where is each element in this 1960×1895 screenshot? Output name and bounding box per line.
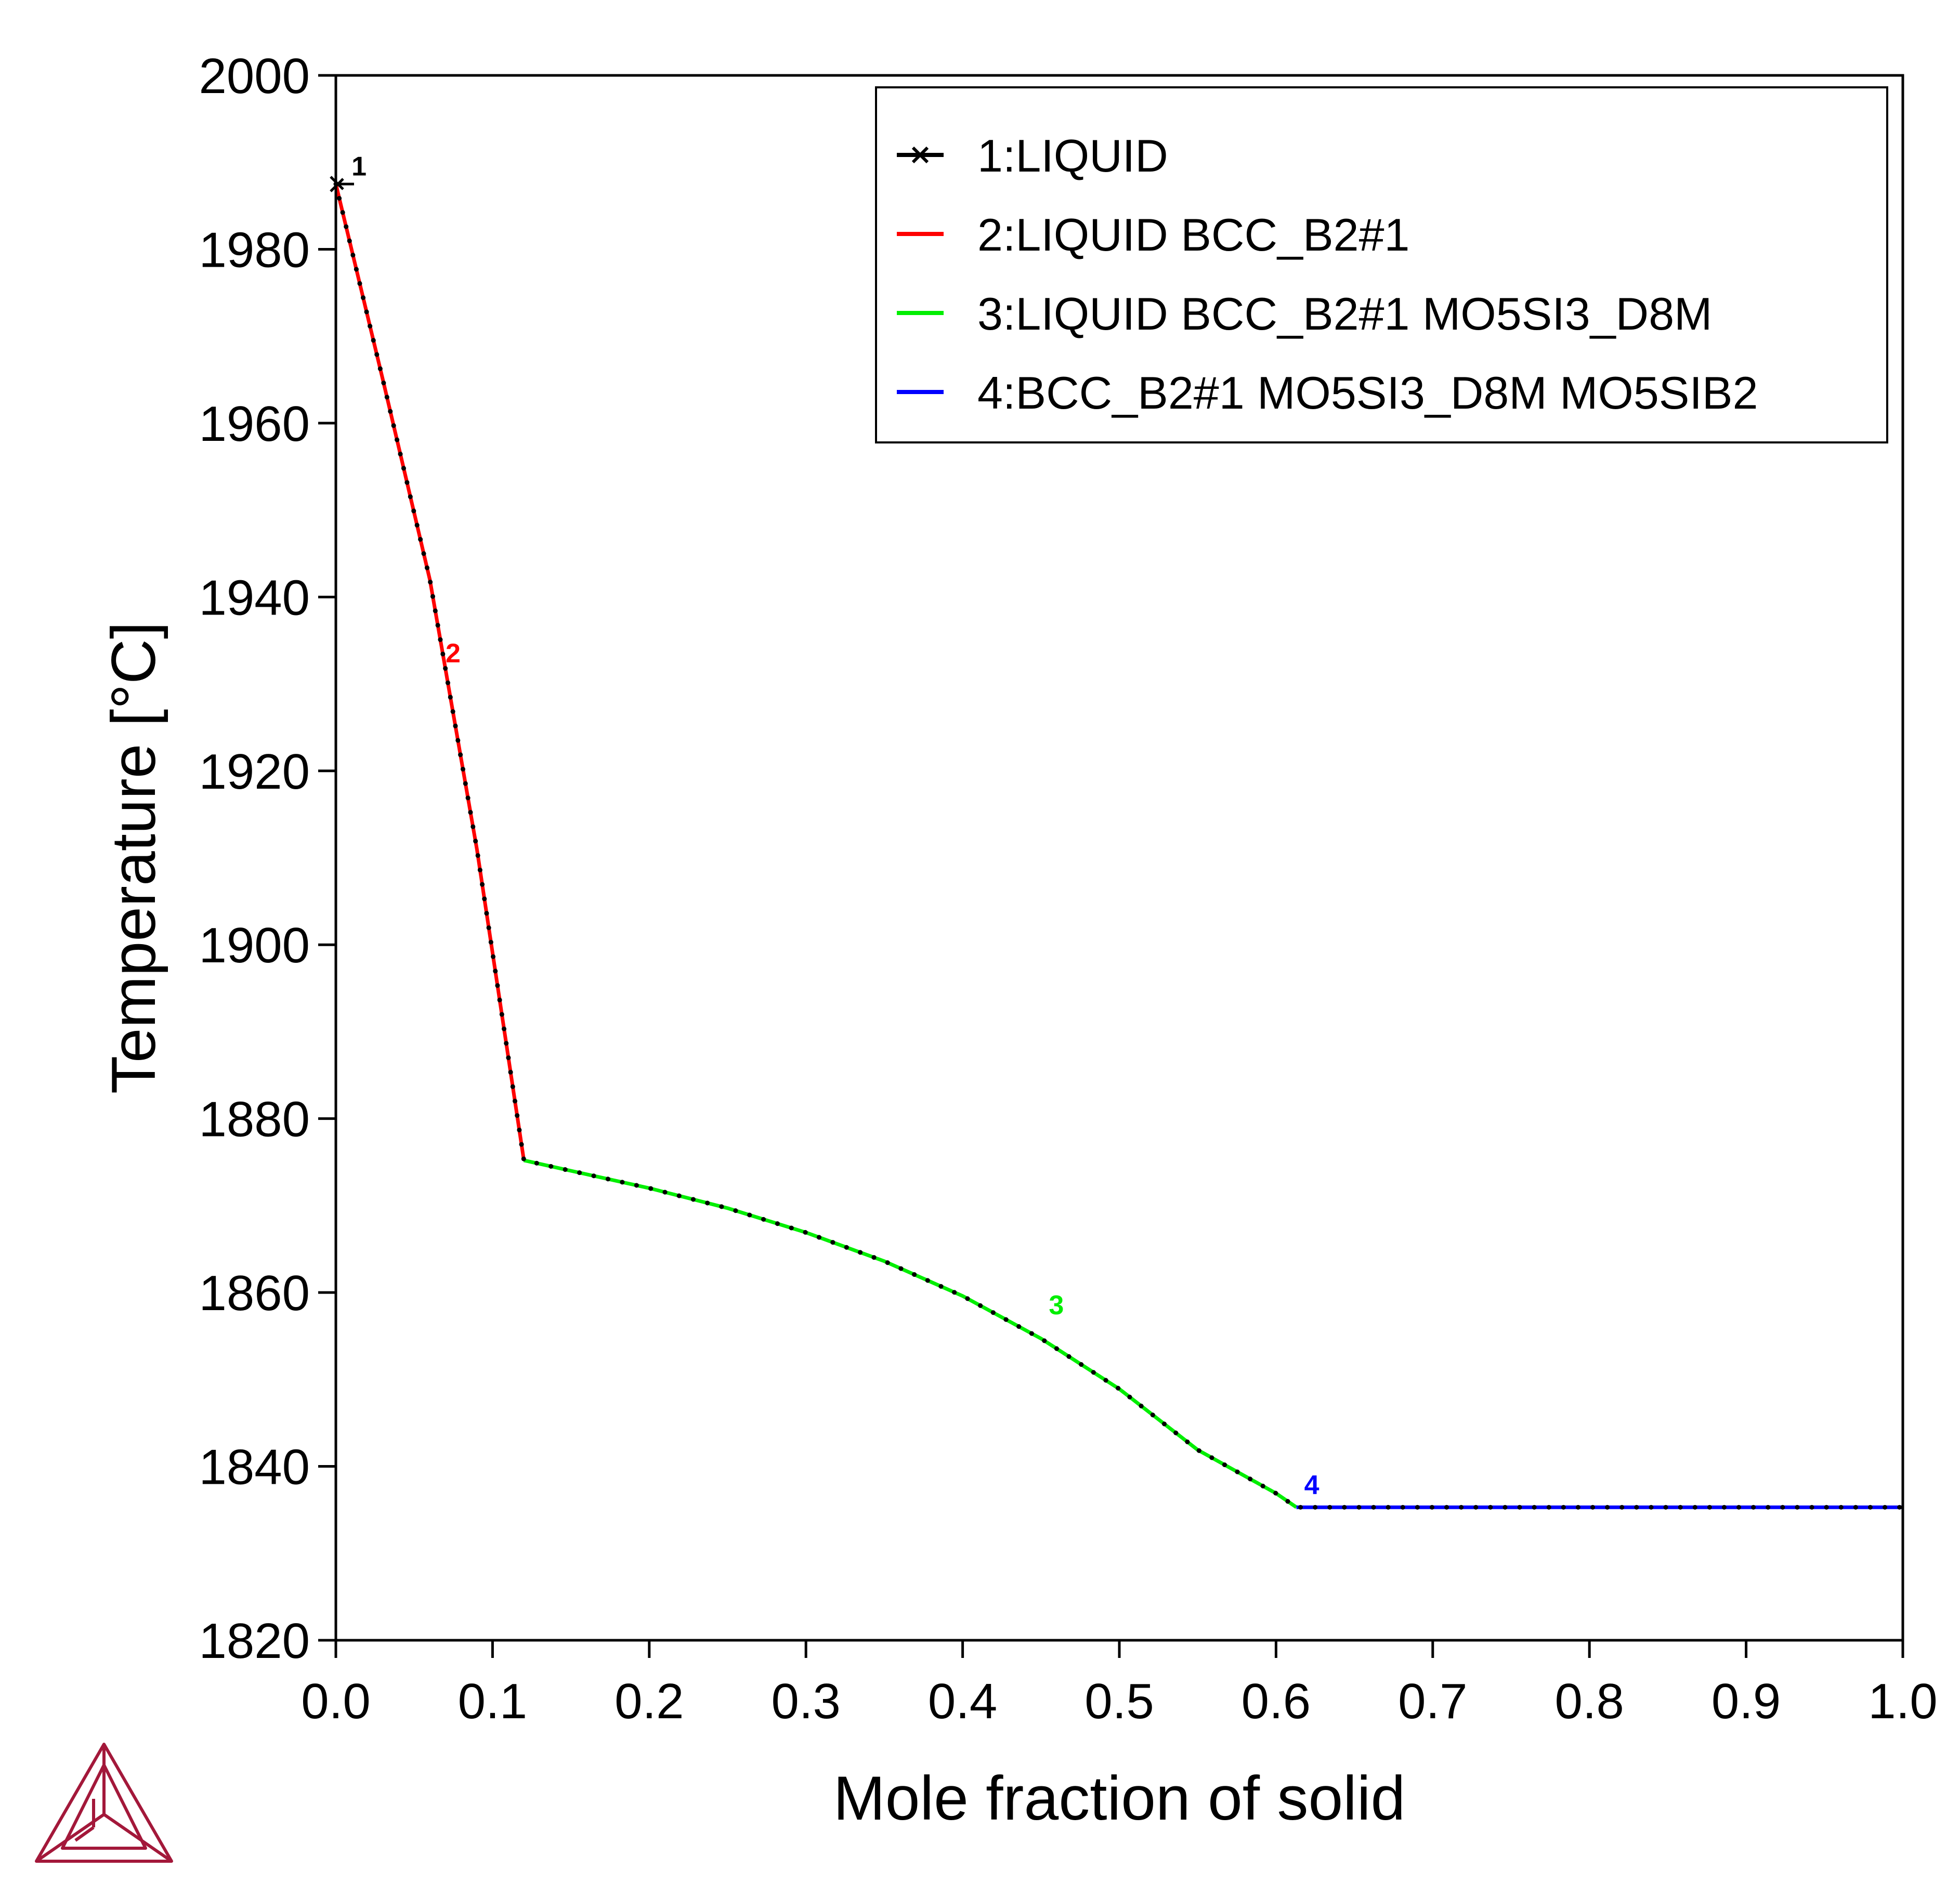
- x-tick-label: 0.1: [458, 1674, 527, 1729]
- x-tick-label: 0.0: [301, 1674, 370, 1729]
- curve-label-1: 1: [351, 151, 367, 181]
- legend-label-2: 2:LIQUID BCC_B2#1: [977, 209, 1410, 260]
- legend-frame: [875, 86, 1888, 443]
- legend-label-1: 1:LIQUID: [977, 130, 1168, 181]
- y-tick-label: 1980: [199, 222, 310, 278]
- y-tick-label: 1860: [199, 1265, 310, 1321]
- legend-label-3: 3:LIQUID BCC_B2#1 MO5SI3_D8M: [977, 288, 1712, 339]
- thermo-calc-logo-icon: [35, 1743, 173, 1863]
- x-tick-label: 0.5: [1084, 1674, 1154, 1729]
- y-tick-label: 1960: [199, 396, 310, 452]
- x-axis-title: Mole fraction of solid: [833, 1763, 1406, 1833]
- dotted-overlay-line: [333, 181, 1905, 1510]
- y-tick-label: 2000: [199, 48, 310, 104]
- y-tick-label: 1940: [199, 570, 310, 625]
- curve-labels: 1 2 3 4: [351, 151, 1319, 1500]
- x-axis-ticks: 0.0 0.1 0.2 0.3 0.4 0.5 0.6 0.7 0.8 0.9 1.0: [301, 1640, 1938, 1729]
- x-tick-label: 0.9: [1711, 1674, 1781, 1729]
- x-tick-label: 0.8: [1554, 1674, 1624, 1729]
- x-tick-label: 0.4: [928, 1674, 997, 1729]
- x-tick-label: 0.6: [1242, 1674, 1311, 1729]
- legend-items: 1:LIQUID 2:LIQUID BCC_B2#1 3:LIQUID BCC_B2…: [897, 130, 1758, 419]
- x-tick-label: 0.3: [771, 1674, 840, 1729]
- curve-label-2: 2: [446, 638, 461, 669]
- series-line-2: [334, 184, 526, 1161]
- curve-label-3: 3: [1049, 1290, 1064, 1321]
- x-tick-label: 0.2: [615, 1674, 684, 1729]
- curve-label-4: 4: [1304, 1470, 1319, 1500]
- y-tick-label: 1920: [199, 744, 310, 800]
- y-tick-label: 1880: [199, 1092, 310, 1147]
- x-tick-label: 1.0: [1868, 1674, 1937, 1729]
- y-axis-ticks: 1820 1840 1860 1880 1900 1920 1940 1960 1980 2000: [199, 48, 336, 1669]
- x-tick-label: 0.7: [1398, 1674, 1467, 1729]
- legend-label-4: 4:BCC_B2#1 MO5SI3_D8M MO5SIB2: [977, 367, 1758, 419]
- y-axis-title: Temperature [°C]: [99, 622, 168, 1094]
- y-tick-label: 1900: [199, 918, 310, 973]
- y-tick-label: 1840: [199, 1440, 310, 1495]
- y-tick-label: 1820: [199, 1613, 310, 1669]
- legend: 1:LIQUID 2:LIQUID BCC_B2#1 3:LIQUID BCC_B2…: [875, 86, 1888, 443]
